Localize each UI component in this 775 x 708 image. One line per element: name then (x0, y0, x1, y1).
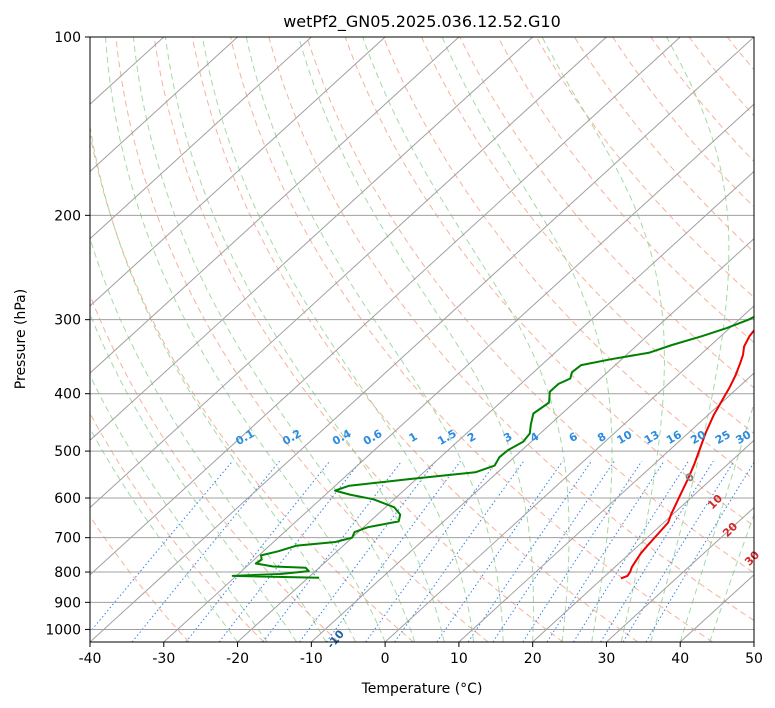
mixing-ratio-line (365, 460, 498, 642)
x-tick-label: -10 (300, 651, 323, 667)
y-tick-label: 500 (54, 444, 81, 460)
mixing-ratio-line (645, 461, 754, 642)
moist-adiabat (541, 37, 665, 642)
x-tick-label: -40 (79, 651, 102, 667)
x-tick-label: 0 (381, 651, 390, 667)
moist-adiabat (90, 427, 238, 642)
mixing-ratio-line (600, 460, 714, 642)
profile-lines (231, 315, 754, 580)
dry-adiabat (153, 37, 564, 642)
background-lines (90, 37, 754, 642)
y-tick-label: 100 (54, 30, 81, 46)
isotherm-line (532, 439, 754, 642)
moist-adiabat (245, 37, 504, 642)
dry-adiabat (115, 37, 489, 642)
isotherm-line (384, 305, 754, 642)
mixing-ratio-line (394, 460, 525, 642)
dry-adiabat (574, 37, 754, 253)
y-tick-label: 600 (54, 491, 81, 507)
moist-adiabat (90, 312, 298, 642)
dry-adiabat (382, 37, 754, 481)
y-tick-label: 200 (54, 208, 81, 224)
mixing-ratio-line (622, 460, 735, 642)
isotherm-line (90, 37, 238, 173)
isotherm-line (90, 37, 460, 374)
mixing-ratio-line (522, 460, 643, 642)
moist-adiabat (441, 37, 613, 642)
moist-adiabat (679, 401, 754, 642)
y-tick-label: 300 (54, 313, 81, 329)
isotherm-line (90, 37, 607, 509)
chart-title: wetPf2_GN05.2025.036.12.52.G10 (283, 12, 561, 32)
mixing-ratio-line (131, 460, 280, 642)
isotherm-line (310, 237, 754, 642)
y-axis-label: Pressure (hPa) (13, 289, 29, 389)
isotherm-line (90, 37, 386, 307)
moist-adiabat (90, 236, 327, 642)
y-tick-label: 400 (54, 387, 81, 403)
mixing-ratio-line (436, 460, 564, 642)
mixing-ratio-line (492, 460, 615, 642)
mixing-ratio-line (90, 460, 233, 633)
x-tick-label: -20 (226, 651, 249, 667)
isotherm-line (90, 37, 754, 642)
x-tick-label: 30 (597, 651, 615, 667)
temperature-line (620, 328, 754, 580)
dry-adiabat (421, 37, 754, 435)
dewpoint-line (231, 315, 754, 579)
isotherm-line (90, 37, 681, 576)
dry-adiabat (90, 131, 414, 642)
plot-frame (89, 36, 755, 643)
moist-adiabat (650, 37, 730, 642)
moist-adiabat (362, 37, 570, 642)
y-tick-label: 800 (54, 565, 81, 581)
dry-adiabat (497, 37, 754, 344)
isotherm-line (90, 37, 534, 442)
moist-adiabat (164, 37, 445, 642)
x-tick-label: 50 (745, 651, 763, 667)
x-tick-label: 10 (450, 651, 468, 667)
y-tick-label: 1000 (45, 622, 81, 638)
dry-adiabat (306, 37, 754, 574)
dry-adiabat (268, 37, 754, 622)
moist-adiabat (90, 374, 268, 642)
moist-adiabat (709, 513, 754, 642)
isotherm-line (606, 506, 754, 642)
isotherm-line (458, 372, 754, 642)
y-tick-label: 900 (54, 595, 81, 611)
y-tick-label: 700 (54, 531, 81, 547)
mixing-ratio-line (299, 460, 436, 642)
isotherm-line (163, 103, 754, 642)
isotherm-line (237, 170, 754, 642)
x-tick-label: -30 (152, 651, 175, 667)
dry-adiabat (230, 37, 713, 642)
mixing-ratio-line (325, 460, 461, 642)
x-axis-label: Temperature (°C) (361, 681, 483, 697)
moist-adiabat (201, 37, 475, 642)
dry-adiabat (90, 515, 190, 642)
x-tick-label: 40 (671, 651, 689, 667)
moist-adiabat (105, 37, 386, 642)
dry-adiabat (459, 37, 754, 389)
y-axis: 100 200 300 400 500 600 700 800 900 1000 (45, 30, 90, 638)
dry-adiabat (344, 37, 754, 527)
isotherm-line (90, 37, 312, 240)
mixing-ratio-line (185, 460, 331, 642)
dry-adiabat (90, 293, 339, 642)
mixing-ratio-line (467, 460, 592, 642)
dry-adiabat (191, 37, 639, 642)
moist-adiabat (90, 123, 357, 642)
x-axis: -40 -30 -20 -10 0 10 20 30 40 50 (79, 642, 763, 667)
moist-adiabat (298, 37, 534, 642)
x-tick-label: 20 (524, 651, 542, 667)
dry-adiabat (90, 412, 265, 642)
